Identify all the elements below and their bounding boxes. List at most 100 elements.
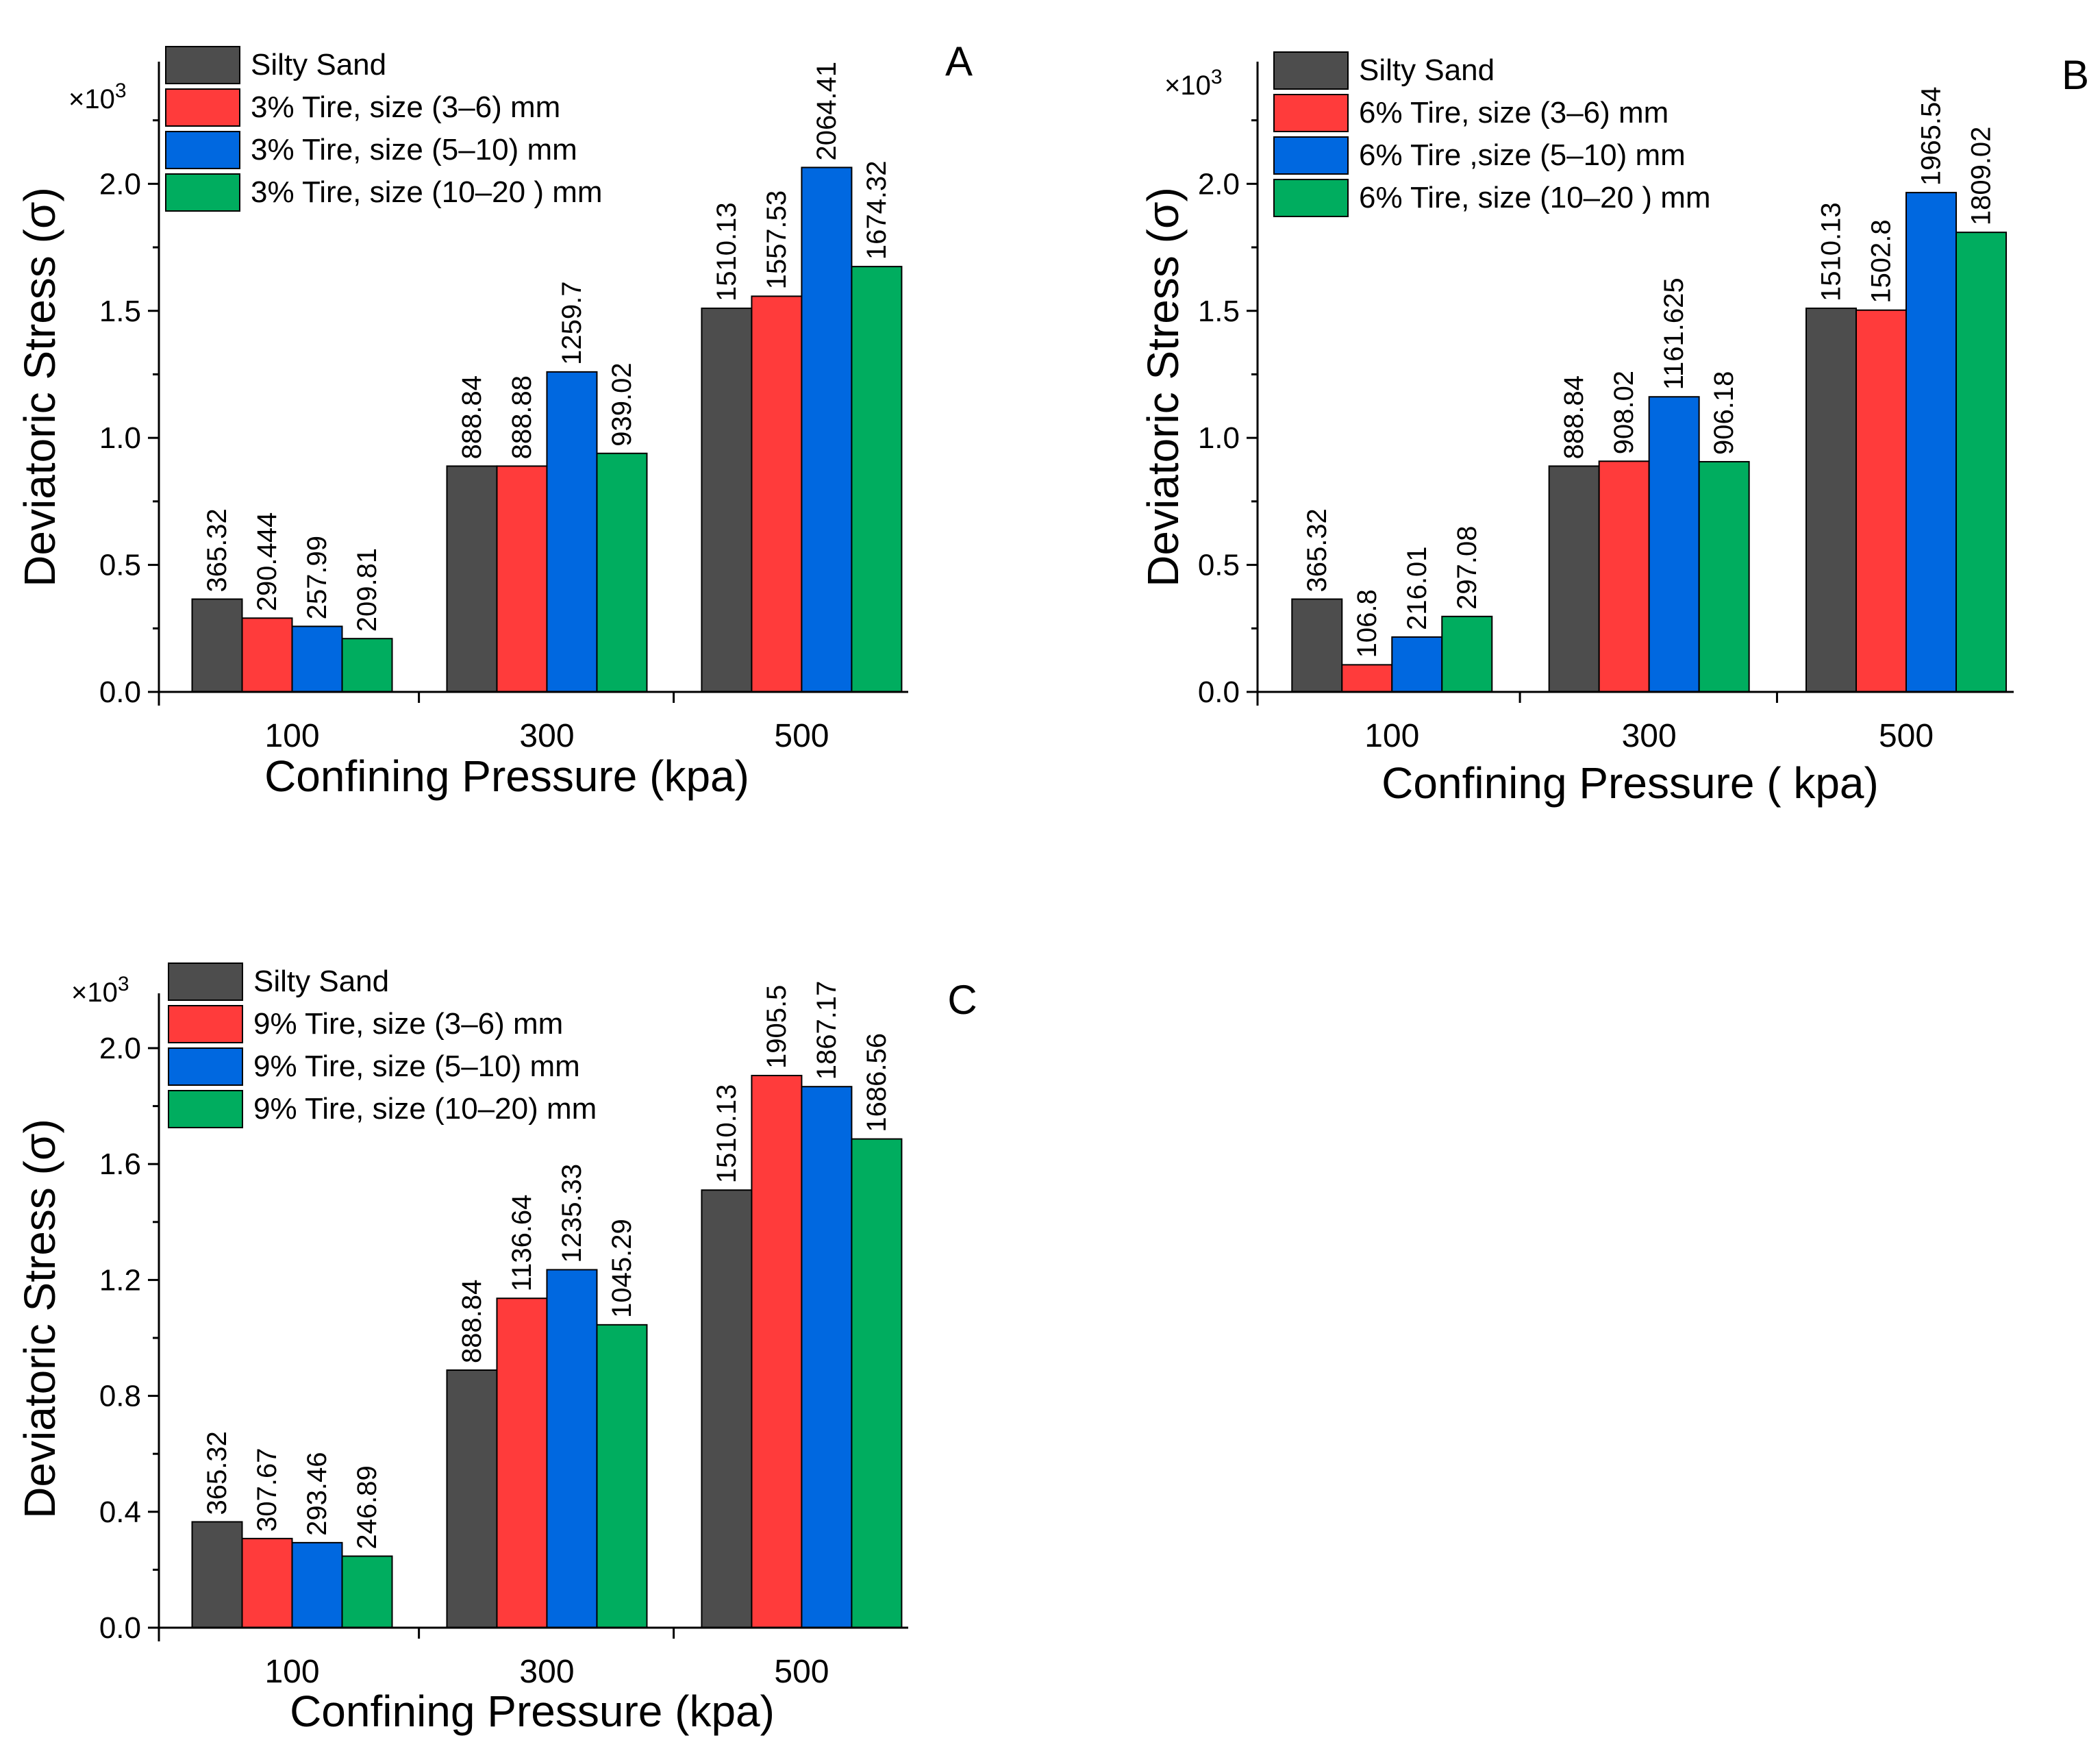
data-label: 1557.53: [762, 190, 792, 290]
bar-a-s4-500: [851, 266, 903, 693]
bar-a-s4-300: [596, 452, 648, 693]
legend: Silty Sand 6% Tire, size (3–6) mm 6% Tire …: [1273, 51, 1711, 217]
legend-swatch: [168, 1090, 243, 1128]
bar-c-s4-100: [341, 1555, 393, 1628]
bar-a-s2-300: [496, 465, 548, 693]
legend-label: 3% Tire, size (5–10) mm: [251, 133, 577, 166]
x-tick-label: 300: [519, 1654, 574, 1690]
legend-swatch: [168, 963, 243, 1001]
y-tick-label: 0.5: [1198, 549, 1240, 582]
x-tick-label: 100: [264, 718, 319, 754]
x-tick-label: 300: [519, 718, 574, 754]
legend-swatch: [1273, 136, 1349, 175]
bar-b-s2-500: [1855, 309, 1908, 693]
data-label: 365.32: [1302, 508, 1332, 592]
data-label: 1510.13: [712, 202, 742, 301]
data-label: 1809.02: [1966, 127, 1997, 226]
legend-swatch: [1273, 51, 1349, 90]
x-axis-title: Confining Pressure (kpa): [264, 752, 749, 801]
y-tick-label: 1.0: [1198, 421, 1240, 455]
data-label: 1235.33: [557, 1164, 587, 1263]
data-label: 2064.41: [812, 62, 842, 161]
x-axis-title: Confining Pressure (kpa): [290, 1687, 775, 1736]
legend-label: 3% Tire, size (3–6) mm: [251, 90, 560, 124]
legend-swatch: [168, 1005, 243, 1043]
bar-c-s1-500: [701, 1189, 753, 1628]
legend: Silty Sand 9% Tire, size (3–6) mm 9% Tire,…: [168, 963, 597, 1128]
y-tick-label: 2.0: [99, 1032, 141, 1065]
panel-letter: A: [945, 38, 973, 84]
legend-label: 9% Tire, size (10–20) mm: [253, 1092, 597, 1126]
legend-label: 6% Tire ,size (5–10) mm: [1359, 138, 1686, 172]
legend-swatch: [1273, 94, 1349, 132]
data-label: 1510.13: [1816, 202, 1847, 301]
bar-b-s3-300: [1648, 396, 1700, 693]
legend-swatch: [165, 46, 240, 84]
data-label: 257.99: [302, 536, 332, 619]
legend-swatch: [165, 173, 240, 212]
data-label: 246.89: [352, 1465, 382, 1549]
bar-b-s2-100: [1341, 664, 1393, 693]
legend-label: 3% Tire, size (10–20 ) mm: [251, 175, 603, 209]
bar-a-s4-100: [341, 638, 393, 693]
data-label: 888.84: [457, 375, 487, 459]
panel-letter: C: [947, 977, 977, 1023]
data-label: 908.02: [1609, 371, 1639, 454]
bar-c-s4-300: [596, 1324, 648, 1628]
bar-a-s1-500: [701, 307, 753, 693]
bar-c-s4-500: [851, 1138, 903, 1628]
x-tick-label: 500: [774, 718, 829, 754]
legend-label: Silty Sand: [251, 48, 386, 82]
bar-b-s2-300: [1598, 460, 1650, 693]
chart-panel-c: 365.32 888.84 1510.13 307.67 1136.64 1905.5 29…: [15, 963, 977, 1736]
bar-c-s1-300: [446, 1369, 498, 1628]
data-label: 888.84: [1559, 375, 1589, 459]
x-tick-label: 500: [774, 1654, 829, 1690]
bar-c-s1-100: [191, 1521, 243, 1629]
data-label: 1965.54: [1916, 87, 1947, 186]
data-label: 297.08: [1452, 525, 1482, 609]
data-label: 1867.17: [812, 981, 842, 1080]
bar-a-s1-300: [446, 465, 498, 693]
y-tick-label: 0.5: [99, 549, 141, 582]
y-axis-title: Deviatoric Stress (σ): [1138, 187, 1188, 587]
data-label: 1674.32: [862, 161, 892, 260]
data-label: 209.81: [352, 548, 382, 632]
data-label: 1502.8: [1866, 219, 1897, 303]
y-tick-label: 0.0: [99, 1611, 141, 1645]
bar-b-s4-100: [1441, 615, 1493, 693]
data-label: 1136.64: [507, 1195, 537, 1292]
x-tick-label: 500: [1879, 718, 1934, 754]
axis-multiplier: ×103: [1164, 66, 1223, 101]
bar-a-s3-300: [546, 371, 598, 693]
bar-c-s3-100: [291, 1541, 343, 1629]
y-tick-label: 2.0: [99, 167, 141, 201]
y-tick-label: 0.8: [99, 1380, 141, 1413]
data-label: 365.32: [202, 1431, 232, 1515]
data-label: 1510.13: [712, 1084, 742, 1184]
chart-panel-a: 365.32 888.84 1510.13 290.444 888.88 1557.53 2…: [15, 38, 973, 801]
bar-a-s3-500: [801, 166, 853, 693]
y-tick-label: 0.0: [1198, 675, 1240, 709]
legend-label: 6% Tire, size (3–6) mm: [1359, 96, 1668, 129]
bar-b-s4-500: [1955, 232, 2008, 693]
legend-swatch: [165, 131, 240, 169]
bar-c-s2-500: [751, 1074, 803, 1628]
data-label: 1259.7: [557, 282, 587, 365]
y-tick-label: 1.2: [99, 1263, 141, 1297]
panel-letter: B: [2062, 52, 2089, 98]
chart-panel-b: 365.32 888.84 1510.13 106.8 908.02 1502.8 216.…: [1138, 51, 2089, 808]
y-tick-label: 1.0: [99, 421, 141, 455]
legend-swatch: [168, 1047, 243, 1086]
bar-b-s1-300: [1548, 465, 1600, 693]
data-label: 216.01: [1402, 547, 1432, 630]
data-label: 939.02: [607, 362, 637, 446]
bar-a-s2-500: [751, 295, 803, 693]
bar-b-s3-500: [1905, 192, 1958, 693]
legend-label: 9% Tire, size (5–10) mm: [253, 1050, 580, 1083]
legend-label: 9% Tire, size (3–6) mm: [253, 1007, 563, 1041]
legend-swatch: [165, 88, 240, 127]
bar-c-s3-500: [801, 1086, 853, 1629]
bar-a-s1-100: [191, 598, 243, 693]
